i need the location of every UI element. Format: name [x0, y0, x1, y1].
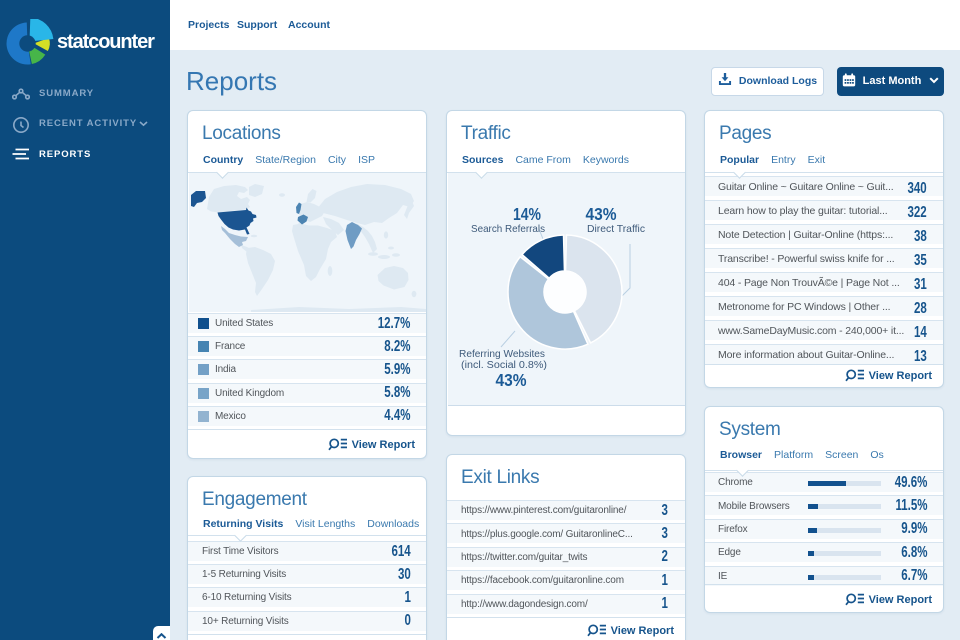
- svg-text:43%: 43%: [586, 204, 617, 224]
- svg-text:Search Referrals: Search Referrals: [471, 223, 545, 235]
- svg-text:Direct Traffic: Direct Traffic: [587, 223, 645, 235]
- svg-text:Referring Websites: Referring Websites: [459, 348, 545, 360]
- svg-text:(incl. Social 0.8%): (incl. Social 0.8%): [461, 360, 547, 371]
- svg-text:43%: 43%: [496, 370, 527, 390]
- svg-text:14%: 14%: [513, 204, 541, 224]
